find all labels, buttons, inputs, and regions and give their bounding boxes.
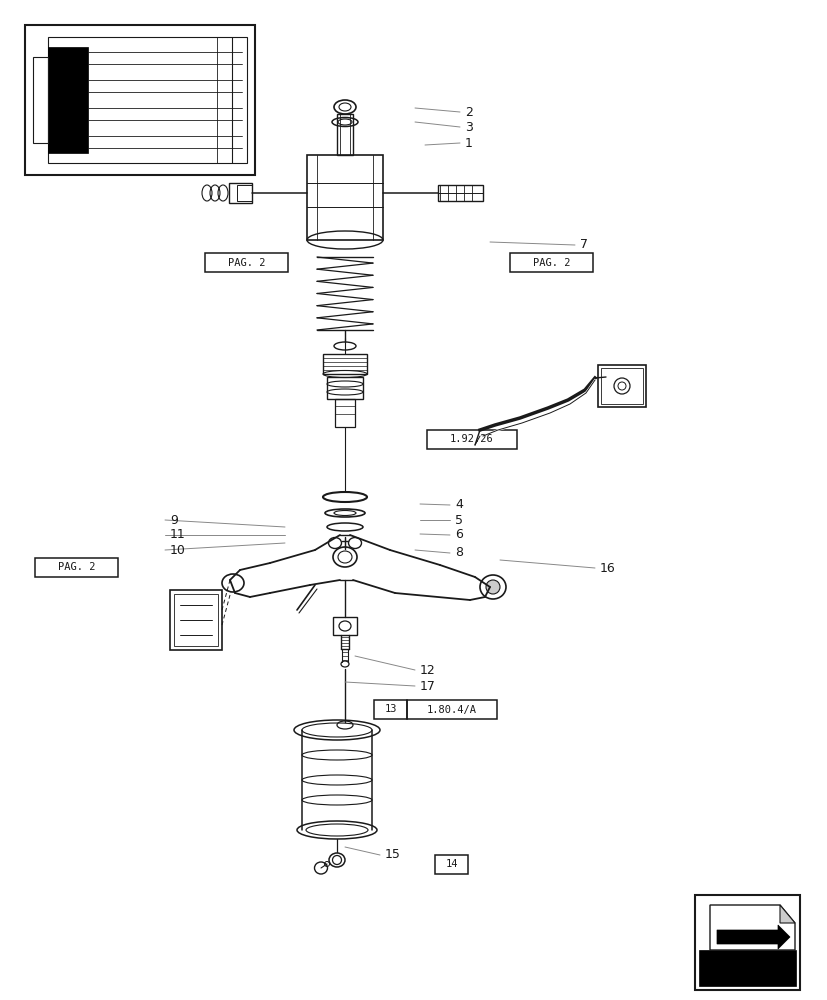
Text: 9: 9 bbox=[170, 514, 178, 526]
Text: PAG. 2: PAG. 2 bbox=[58, 562, 95, 572]
Bar bbox=[205, 253, 288, 272]
Polygon shape bbox=[716, 925, 789, 949]
Bar bbox=[437, 185, 482, 201]
Bar bbox=[600, 368, 643, 404]
Bar bbox=[327, 377, 362, 399]
Text: 7: 7 bbox=[579, 238, 587, 251]
Ellipse shape bbox=[485, 580, 500, 594]
Polygon shape bbox=[48, 47, 88, 153]
Text: PAG. 2: PAG. 2 bbox=[532, 257, 570, 267]
Bar bbox=[427, 430, 516, 449]
Text: 11: 11 bbox=[170, 528, 185, 542]
Bar bbox=[237, 185, 251, 201]
Polygon shape bbox=[698, 950, 795, 986]
Polygon shape bbox=[779, 905, 794, 923]
Bar bbox=[25, 25, 255, 175]
Text: 2: 2 bbox=[465, 106, 472, 119]
Bar bbox=[323, 354, 366, 374]
Text: 17: 17 bbox=[419, 680, 435, 692]
Bar bbox=[35, 558, 118, 577]
Text: 12: 12 bbox=[419, 664, 435, 676]
Bar bbox=[374, 700, 407, 719]
Bar bbox=[170, 590, 222, 650]
Bar bbox=[174, 594, 218, 646]
Bar bbox=[337, 114, 352, 155]
Text: 5: 5 bbox=[455, 514, 462, 526]
Text: 10: 10 bbox=[170, 544, 185, 556]
Bar bbox=[434, 855, 467, 874]
Text: PAG. 2: PAG. 2 bbox=[227, 257, 265, 267]
Text: 14: 14 bbox=[445, 859, 457, 869]
Bar bbox=[694, 895, 799, 990]
Text: 13: 13 bbox=[384, 704, 396, 714]
Bar bbox=[48, 37, 246, 163]
Bar bbox=[335, 399, 355, 427]
Polygon shape bbox=[709, 905, 794, 950]
Bar bbox=[509, 253, 592, 272]
Bar bbox=[307, 155, 383, 240]
Text: 1.80.4/A: 1.80.4/A bbox=[427, 704, 476, 714]
Bar bbox=[229, 183, 251, 203]
Text: 1.92.26: 1.92.26 bbox=[450, 434, 493, 444]
Text: 15: 15 bbox=[385, 848, 400, 861]
Text: 8: 8 bbox=[455, 546, 462, 560]
Text: 4: 4 bbox=[455, 498, 462, 512]
Text: 16: 16 bbox=[600, 562, 615, 574]
Bar bbox=[597, 365, 645, 407]
Text: 3: 3 bbox=[465, 121, 472, 134]
Bar bbox=[332, 617, 356, 635]
Text: 6: 6 bbox=[455, 528, 462, 542]
Bar bbox=[407, 700, 496, 719]
Text: 1: 1 bbox=[465, 137, 472, 150]
